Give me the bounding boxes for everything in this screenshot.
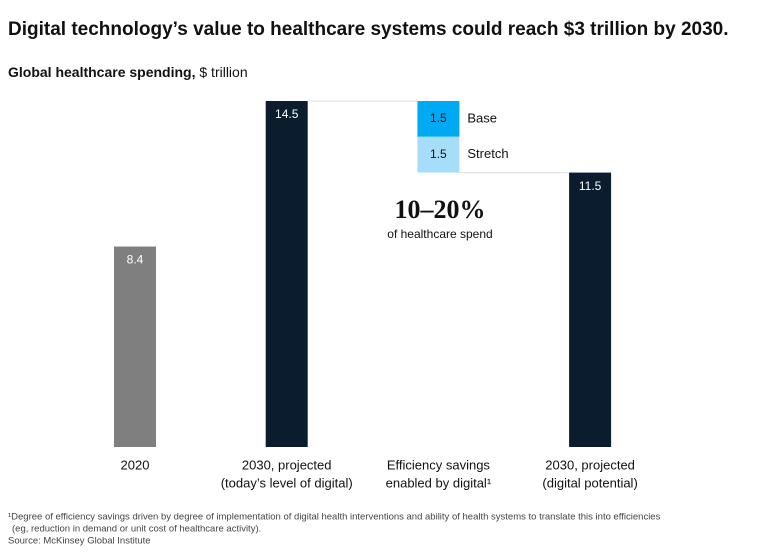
- x-tick-label: (digital potential): [542, 475, 637, 490]
- footnote: ¹Degree of efficiency savings driven by …: [8, 512, 661, 523]
- x-tick-label: enabled by digital¹: [386, 475, 492, 490]
- annotation-headline: 10–20%: [395, 195, 486, 224]
- x-tick-label: Efficiency savings: [387, 457, 491, 472]
- footnote: Source: McKinsey Global Institute: [8, 536, 151, 547]
- bar: [265, 101, 308, 447]
- value-label: 1.5: [430, 147, 447, 161]
- x-tick-label: (today’s level of digital): [221, 475, 353, 490]
- value-label: 1.5: [430, 111, 447, 125]
- legend-label: Base: [467, 110, 497, 125]
- x-tick-label: 2030, projected: [545, 457, 635, 472]
- savings-bar: [417, 136, 460, 173]
- chart-title: Digital technology’s value to healthcare…: [8, 19, 729, 40]
- legend-label: Stretch: [467, 146, 508, 161]
- annotation-text: of healthcare spend: [387, 227, 492, 241]
- axis-label: Global healthcare spending, $ trillion: [8, 64, 248, 80]
- x-tick-label: 2030, projected: [242, 457, 332, 472]
- bar: [114, 246, 156, 447]
- bar: [569, 172, 612, 447]
- value-label: 14.5: [275, 107, 299, 121]
- x-tick-label: 2020: [121, 457, 150, 472]
- savings-bar: [417, 101, 460, 137]
- value-label: 11.5: [579, 179, 602, 193]
- y-label: Global healthcare spending,: [8, 64, 195, 80]
- unit: $ trillion: [199, 64, 247, 80]
- footnote: (eg, reduction in demand or unit cost of…: [12, 524, 261, 535]
- value-label: 8.4: [127, 253, 144, 267]
